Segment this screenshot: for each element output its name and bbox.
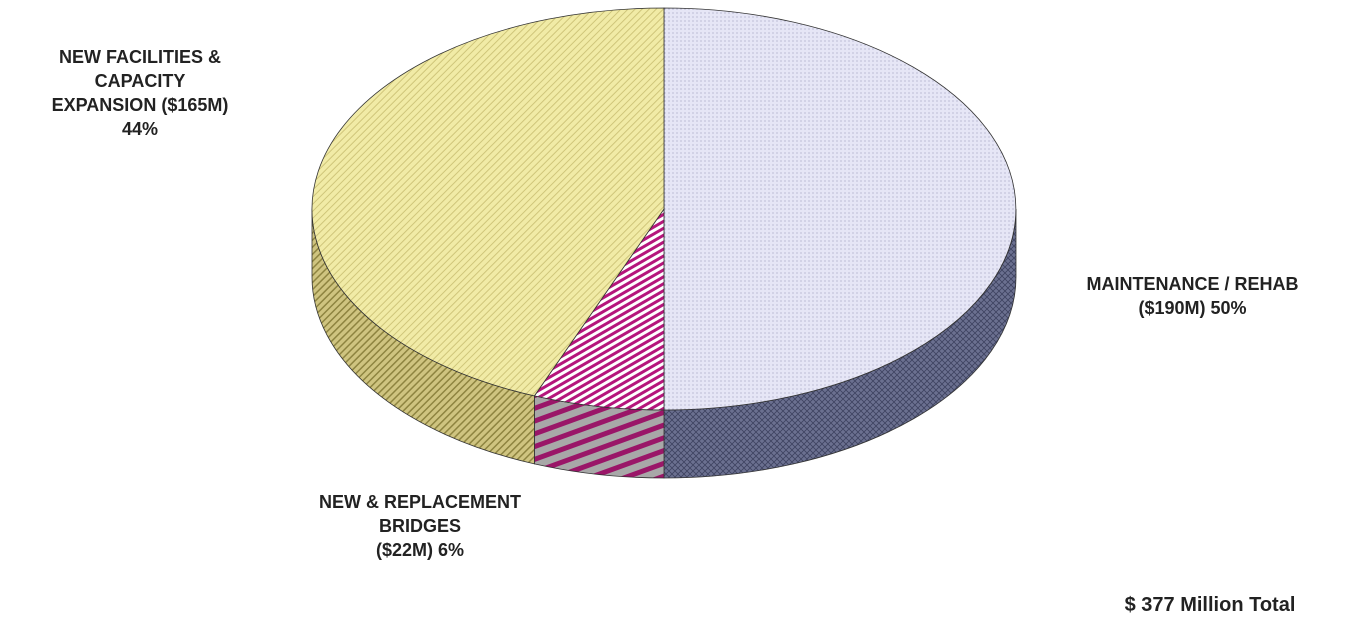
slice bbox=[663, 7, 1017, 411]
slice bbox=[311, 7, 665, 397]
slice-label: MAINTENANCE / REHAB ($190M) 50% bbox=[1085, 272, 1300, 320]
total-label: $ 377 Million Total bbox=[1124, 594, 1296, 616]
slice-label: NEW FACILITIES & CAPACITY EXPANSION ($16… bbox=[40, 45, 240, 141]
category-label: MAINTENANCE / REHAB bbox=[1086, 274, 1299, 294]
slice bbox=[533, 207, 665, 411]
amount-label: ($22M) bbox=[375, 540, 433, 560]
pie-tops bbox=[311, 7, 1017, 411]
amount-label: ($165M) bbox=[161, 95, 229, 115]
value-label: 44% bbox=[121, 119, 159, 139]
slice-label: NEW & REPLACEMENT BRIDGES ($22M) 6% bbox=[290, 490, 550, 562]
amount-value: ($22M) 6% bbox=[290, 538, 550, 562]
value-label: 50% bbox=[1210, 298, 1247, 318]
value-label: 6% bbox=[438, 540, 465, 560]
category-label: NEW FACILITIES & CAPACITY EXPANSION bbox=[51, 47, 221, 115]
category-label: NEW & REPLACEMENT BRIDGES bbox=[319, 492, 521, 536]
amount-label: ($190M) bbox=[1138, 298, 1206, 318]
